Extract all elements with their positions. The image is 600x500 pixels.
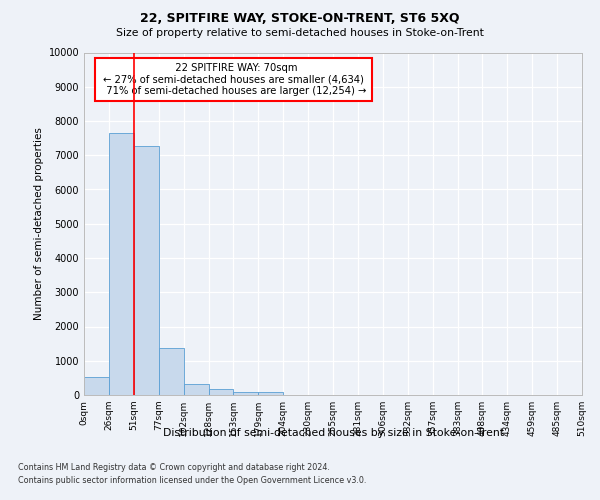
Text: Contains HM Land Registry data © Crown copyright and database right 2024.: Contains HM Land Registry data © Crown c… — [18, 462, 330, 471]
Bar — [159, 348, 184, 395]
Bar — [233, 392, 259, 395]
Bar — [209, 390, 233, 395]
Text: Contains public sector information licensed under the Open Government Licence v3: Contains public sector information licen… — [18, 476, 367, 485]
Bar — [109, 133, 134, 395]
Text: Distribution of semi-detached houses by size in Stoke-on-Trent: Distribution of semi-detached houses by … — [163, 428, 503, 438]
Bar — [184, 384, 209, 395]
Bar — [134, 146, 159, 395]
Text: 22, SPITFIRE WAY, STOKE-ON-TRENT, ST6 5XQ: 22, SPITFIRE WAY, STOKE-ON-TRENT, ST6 5X… — [140, 12, 460, 26]
Bar — [84, 377, 109, 395]
Bar — [259, 392, 283, 395]
Y-axis label: Number of semi-detached properties: Number of semi-detached properties — [34, 128, 44, 320]
Text: Size of property relative to semi-detached houses in Stoke-on-Trent: Size of property relative to semi-detach… — [116, 28, 484, 38]
Text: 22 SPITFIRE WAY: 70sqm
← 27% of semi-detached houses are smaller (4,634)
  71% o: 22 SPITFIRE WAY: 70sqm ← 27% of semi-det… — [100, 63, 367, 96]
